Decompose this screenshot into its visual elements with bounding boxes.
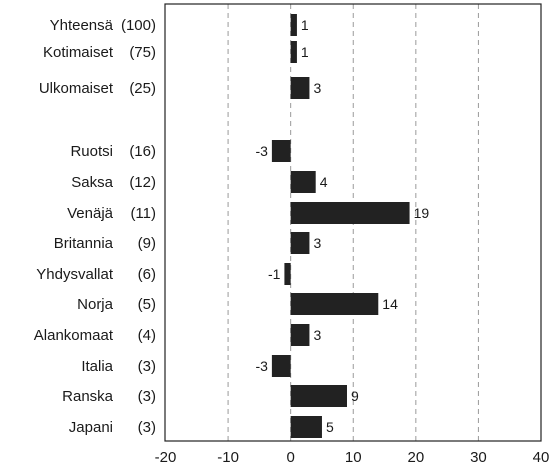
- category-weight: (3): [138, 419, 156, 436]
- category-name: Norja: [77, 296, 114, 313]
- value-label: 14: [382, 296, 398, 312]
- category-weight: (100): [121, 17, 156, 34]
- bar: [290, 171, 316, 193]
- category-weight: (6): [138, 266, 156, 283]
- category-name: Venäjä: [67, 205, 114, 222]
- x-tick-label: 10: [345, 449, 362, 466]
- category-name: Ranska: [62, 388, 114, 405]
- bar: [284, 263, 291, 285]
- category-weight: (3): [138, 388, 156, 405]
- value-label: 1: [301, 17, 309, 33]
- value-label: -3: [255, 143, 268, 159]
- category-weight: (4): [138, 327, 156, 344]
- category-name: Kotimaiset: [43, 44, 114, 61]
- bar: [290, 77, 310, 99]
- value-label: 4: [320, 174, 328, 190]
- category-weight: (12): [129, 174, 156, 191]
- category-name: Ulkomaiset: [39, 80, 114, 97]
- value-label: -1: [268, 266, 281, 282]
- value-label: 3: [313, 235, 321, 251]
- category-weight: (11): [130, 205, 156, 222]
- x-tick-label: 40: [533, 449, 550, 466]
- bar: [290, 293, 379, 315]
- category-name: Saksa: [71, 174, 113, 191]
- bar: [290, 232, 310, 254]
- value-label: 19: [414, 205, 430, 221]
- bar: [271, 355, 291, 377]
- x-tick-label: 0: [286, 449, 294, 466]
- bar: [271, 140, 291, 162]
- category-weight: (5): [138, 296, 156, 313]
- category-name: Japani: [69, 419, 113, 436]
- value-label: 3: [313, 327, 321, 343]
- value-label: 3: [313, 80, 321, 96]
- value-label: 1: [301, 44, 309, 60]
- category-weight: (16): [129, 143, 156, 160]
- value-labels: 1 1 3 -3 4 19 3 -1 14 3 -3 9 5: [255, 17, 429, 435]
- value-label: 5: [326, 419, 334, 435]
- bars: [271, 14, 410, 438]
- plot-frame: [164, 3, 542, 442]
- category-weight: (25): [129, 80, 156, 97]
- value-label: -3: [255, 358, 268, 374]
- category-weight: (3): [138, 358, 156, 375]
- category-weight: (9): [138, 235, 156, 252]
- category-name: Britannia: [54, 235, 114, 252]
- category-name: Ruotsi: [70, 143, 113, 160]
- bar: [290, 14, 297, 36]
- bar: [290, 202, 410, 224]
- category-name: Alankomaat: [34, 327, 114, 344]
- x-axis-ticks: -20 -10 0 10 20 30 40: [155, 449, 550, 466]
- bar: [290, 416, 322, 438]
- category-name: Italia: [81, 358, 113, 375]
- category-name: Yhdysvallat: [36, 266, 114, 283]
- bar: [290, 41, 297, 63]
- x-tick-label: 30: [470, 449, 487, 466]
- bar: [290, 385, 347, 407]
- bar: [290, 324, 310, 346]
- category-weight: (75): [129, 44, 156, 61]
- x-tick-label: -20: [155, 449, 177, 466]
- x-tick-label: -10: [217, 449, 239, 466]
- x-tick-label: 20: [407, 449, 424, 466]
- category-name: Yhteensä: [50, 17, 114, 34]
- category-labels: Yhteensä (100) Kotimaiset (75) Ulkomaiset (25…: [34, 17, 156, 436]
- value-label: 9: [351, 388, 359, 404]
